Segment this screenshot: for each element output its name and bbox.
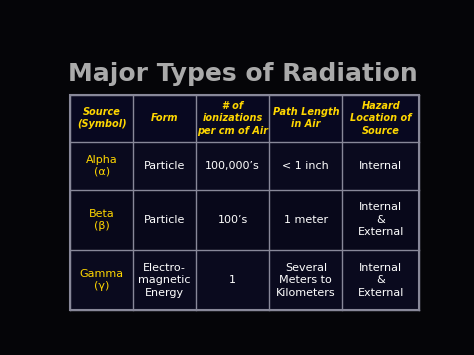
Bar	[343, 94, 419, 142]
Bar	[70, 94, 419, 311]
Text: Electro-
magnetic
Energy: Electro- magnetic Energy	[138, 263, 191, 297]
Text: 1: 1	[229, 275, 236, 285]
Bar	[196, 94, 269, 142]
Text: < 1 inch: < 1 inch	[283, 161, 329, 171]
Bar	[70, 142, 133, 190]
Text: Alpha
(α): Alpha (α)	[86, 154, 118, 177]
Text: 100’s: 100’s	[218, 215, 248, 225]
Bar	[133, 190, 196, 250]
Bar	[70, 190, 133, 250]
Text: Particle: Particle	[144, 215, 185, 225]
Bar	[133, 142, 196, 190]
Text: Path Length
in Air: Path Length in Air	[273, 107, 339, 130]
Text: Hazard
Location of
Source: Hazard Location of Source	[350, 101, 411, 136]
Text: Source
(Symbol): Source (Symbol)	[77, 107, 127, 130]
Bar	[269, 190, 343, 250]
Text: Internal
&
External: Internal & External	[358, 202, 404, 237]
Bar	[343, 142, 419, 190]
Bar	[133, 250, 196, 311]
Text: Major Types of Radiation: Major Types of Radiation	[68, 62, 418, 86]
Text: Gamma
(γ): Gamma (γ)	[80, 269, 124, 291]
Text: Several
Meters to
Kilometers: Several Meters to Kilometers	[276, 263, 336, 297]
Bar	[70, 94, 133, 142]
Bar	[269, 250, 343, 311]
Bar	[196, 190, 269, 250]
Text: # of
ionizations
per cm of Air: # of ionizations per cm of Air	[197, 101, 268, 136]
Bar	[269, 142, 343, 190]
Text: Internal
&
External: Internal & External	[358, 263, 404, 297]
Bar	[343, 190, 419, 250]
Text: Beta
(β): Beta (β)	[89, 209, 115, 231]
Bar	[133, 94, 196, 142]
Bar	[269, 94, 343, 142]
Text: Form: Form	[151, 113, 178, 123]
Bar	[343, 250, 419, 311]
Bar	[196, 142, 269, 190]
Text: 1 meter: 1 meter	[284, 215, 328, 225]
Bar	[196, 250, 269, 311]
Text: 100,000’s: 100,000’s	[205, 161, 260, 171]
Text: Particle: Particle	[144, 161, 185, 171]
Text: Internal: Internal	[359, 161, 402, 171]
Bar	[70, 250, 133, 311]
